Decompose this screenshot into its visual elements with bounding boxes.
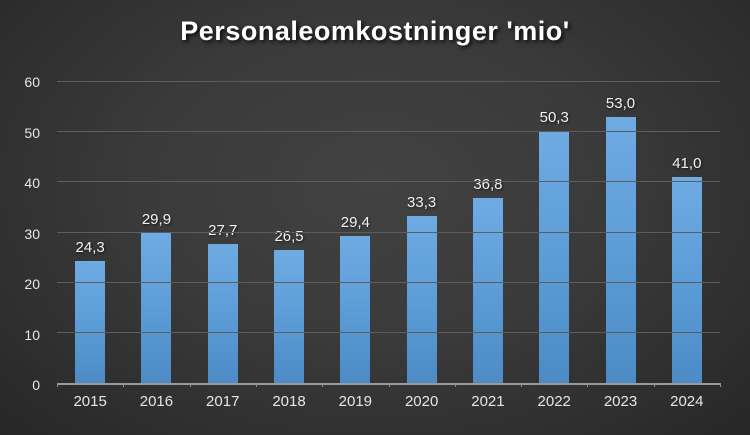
bar-slot: 33,3 bbox=[388, 82, 454, 383]
x-axis-tick-mark bbox=[57, 383, 58, 387]
x-axis-tick-mark bbox=[720, 383, 721, 387]
chart-title: Personaleomkostninger 'mio' bbox=[180, 16, 570, 46]
bar-slot: 50,3 bbox=[521, 82, 587, 383]
y-tick-label: 20 bbox=[24, 276, 40, 292]
bar-slot: 27,7 bbox=[190, 82, 256, 383]
bar-2018 bbox=[274, 250, 305, 383]
x-tick-label: 2020 bbox=[404, 393, 439, 410]
y-tick-label: 40 bbox=[24, 175, 40, 191]
x-tick-label: 2023 bbox=[603, 393, 638, 410]
bar-slot: 36,8 bbox=[455, 82, 521, 383]
bar-slot: 29,4 bbox=[322, 82, 388, 383]
bar-slot: 53,0 bbox=[587, 82, 653, 383]
x-axis-tick-mark bbox=[587, 383, 589, 387]
bar-2024 bbox=[671, 177, 702, 383]
plot-area: 24,3 29,9 27,7 26,5 29,4 33,3 36,8 50,3 53,0 41,0 bbox=[57, 81, 721, 387]
gridline bbox=[57, 131, 720, 133]
bar-value-label: 53,0 bbox=[605, 95, 636, 113]
gridline bbox=[57, 331, 720, 333]
y-tick-label: 50 bbox=[24, 124, 40, 141]
x-tick-label: 2018 bbox=[272, 393, 306, 410]
bar-slot: 41,0 bbox=[654, 82, 720, 383]
x-tick-label: 2022 bbox=[537, 393, 571, 410]
bar-2017 bbox=[207, 244, 238, 383]
bar-2015 bbox=[75, 261, 106, 383]
x-tick-label: 2015 bbox=[73, 393, 107, 410]
bar-value-label: 41,0 bbox=[672, 155, 702, 173]
x-axis-tick-mark bbox=[521, 383, 523, 387]
bar-2020 bbox=[406, 215, 437, 383]
y-axis: 0 10 20 30 40 50 60 bbox=[0, 74, 48, 393]
bar-value-label: 33,3 bbox=[407, 193, 437, 211]
gridline bbox=[57, 81, 720, 82]
y-tick-label: 10 bbox=[24, 326, 40, 343]
x-tick-label: 2021 bbox=[471, 393, 505, 410]
x-axis: 2015 2016 2017 2018 2019 2020 2021 2022 2023 2024 bbox=[57, 393, 720, 410]
x-axis-tick-mark bbox=[653, 383, 655, 387]
bars-container: 24,3 29,9 27,7 26,5 29,4 33,3 36,8 50,3 53,0 41,0 bbox=[57, 82, 720, 383]
x-tick-label: 2024 bbox=[670, 393, 704, 410]
x-tick-label: 2017 bbox=[206, 393, 240, 410]
x-axis-tick-mark bbox=[388, 383, 390, 387]
bar-2019 bbox=[340, 235, 371, 383]
bar-2016 bbox=[141, 233, 172, 383]
bar-2021 bbox=[472, 198, 503, 383]
y-tick-label: 30 bbox=[24, 225, 40, 242]
x-axis-tick-mark bbox=[189, 383, 191, 387]
gridline bbox=[57, 181, 720, 183]
bar-value-label: 29,9 bbox=[141, 211, 172, 229]
x-axis-tick-mark bbox=[454, 383, 456, 387]
x-tick-label: 2019 bbox=[338, 393, 373, 410]
gridline bbox=[57, 231, 720, 233]
bar-slot: 26,5 bbox=[256, 82, 322, 383]
x-axis-tick-mark bbox=[123, 383, 125, 387]
bar-value-label: 36,8 bbox=[473, 176, 503, 194]
x-tick-label: 2016 bbox=[139, 393, 174, 410]
bar-slot: 24,3 bbox=[57, 82, 123, 383]
gridline bbox=[57, 281, 720, 283]
x-axis-tick-mark bbox=[322, 383, 324, 387]
y-tick-label: 60 bbox=[24, 74, 40, 90]
bar-slot: 29,9 bbox=[123, 82, 189, 383]
y-tick-label: 0 bbox=[32, 377, 40, 393]
bar-value-label: 24,3 bbox=[75, 239, 105, 257]
bar-value-label: 50,3 bbox=[539, 108, 569, 126]
x-axis-tick-mark bbox=[255, 383, 257, 387]
bar-2022 bbox=[539, 130, 570, 383]
bar-2023 bbox=[605, 117, 636, 383]
bar-value-label: 29,4 bbox=[340, 213, 370, 231]
bar-value-label: 27,7 bbox=[208, 222, 238, 240]
